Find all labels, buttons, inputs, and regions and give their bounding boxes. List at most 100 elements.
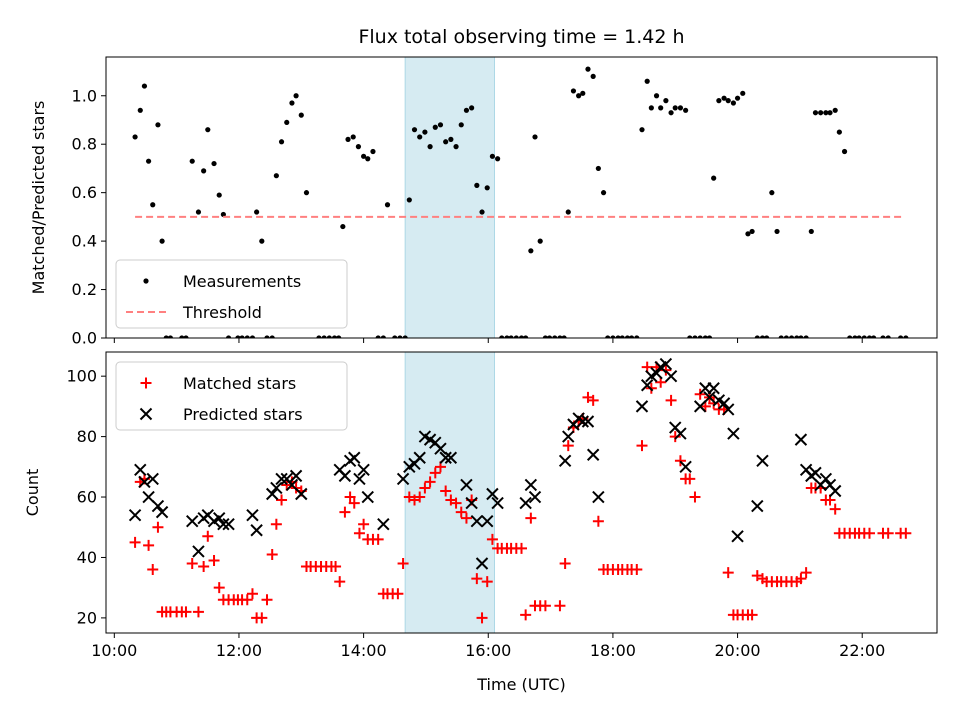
matched-stars-point xyxy=(348,497,360,509)
measurement-point xyxy=(847,335,853,338)
measurement-point xyxy=(856,335,862,338)
predicted-stars-point xyxy=(270,481,283,495)
measurement-point xyxy=(808,228,814,235)
matched-stars-point xyxy=(722,567,734,579)
predicted-stars-point xyxy=(357,463,370,477)
matched-stars-point xyxy=(476,612,488,624)
matched-stars-point xyxy=(863,527,875,539)
measurement-point xyxy=(150,202,156,208)
measurement-point xyxy=(605,335,611,338)
measurement-point xyxy=(528,248,534,254)
legend-box xyxy=(115,259,348,329)
legend-label: Predicted stars xyxy=(183,405,303,424)
matched-stars-point xyxy=(334,576,346,588)
predicted-stars-point xyxy=(396,472,410,486)
predicted-stars-point xyxy=(134,463,147,477)
predicted-stars-point xyxy=(524,478,538,492)
matched-stars-point xyxy=(520,609,532,621)
measurement-point xyxy=(885,335,891,338)
measurement-point xyxy=(677,105,684,111)
measurement-point xyxy=(653,93,660,99)
matched-stars-point xyxy=(397,558,409,570)
matched-stars-point xyxy=(800,567,812,579)
predicted-stars-point xyxy=(217,518,230,531)
measurement-point xyxy=(759,335,766,338)
matched-stars-point xyxy=(669,431,681,443)
measurement-point xyxy=(469,105,475,111)
predicted-stars-point xyxy=(142,490,155,504)
predicted-stars-point xyxy=(703,391,716,404)
predicted-stars-point xyxy=(640,379,654,392)
measurement-point xyxy=(663,98,669,104)
predicted-stars-point xyxy=(338,469,352,483)
y-axis-label: Count xyxy=(23,469,42,517)
x-tick-label: 20:00 xyxy=(715,641,761,660)
matched-stars-point xyxy=(266,548,278,560)
predicted-stars-point xyxy=(128,508,142,522)
predicted-stars-point xyxy=(155,505,169,519)
matched-stars-point xyxy=(129,536,141,548)
predicted-stars-point xyxy=(586,448,600,461)
measurement-point xyxy=(774,228,780,235)
measurement-point xyxy=(803,335,809,338)
measurement-point xyxy=(361,153,367,159)
measurement-point xyxy=(402,335,408,338)
series-matched-stars xyxy=(129,361,912,624)
matched-stars-point xyxy=(481,576,493,588)
legend: Matched stars Predicted stars xyxy=(115,361,348,431)
measurement-point xyxy=(668,110,674,116)
measurement-point xyxy=(711,175,717,181)
matched-stars-point xyxy=(684,473,696,485)
predicted-stars-point xyxy=(650,366,663,380)
measurement-point xyxy=(453,144,459,150)
predicted-stars-point xyxy=(693,400,707,413)
matched-stars-point xyxy=(152,521,164,533)
measurement-point xyxy=(220,211,226,218)
matched-stars-point xyxy=(414,491,426,503)
measurement-point xyxy=(697,335,703,338)
predicted-stars-point xyxy=(192,545,205,558)
predicted-stars-point xyxy=(592,490,605,504)
matched-stars-point xyxy=(419,482,431,494)
measurement-point xyxy=(331,335,338,338)
measurement-point xyxy=(137,107,143,113)
measurement-point xyxy=(537,238,543,244)
predicted-stars-point xyxy=(819,472,833,486)
predicted-stars-point xyxy=(751,499,764,513)
measurement-point xyxy=(326,335,332,338)
x-tick-label: 18:00 xyxy=(590,641,636,660)
measurement-point xyxy=(754,335,760,338)
measurement-point xyxy=(542,335,548,338)
matched-stars-point xyxy=(261,594,273,606)
measurement-point xyxy=(225,335,232,338)
predicted-stars-point xyxy=(213,511,226,525)
legend-label: Matched stars xyxy=(183,374,296,393)
measurement-point xyxy=(205,127,211,133)
measurement-point xyxy=(427,144,433,150)
measurement-point xyxy=(155,122,161,128)
predicted-stars-point xyxy=(722,403,735,416)
plot-area xyxy=(128,352,912,633)
matched-stars-point xyxy=(424,476,436,488)
measurement-point xyxy=(570,88,577,94)
measurement-point xyxy=(672,105,678,111)
predicted-stars-point xyxy=(794,433,808,446)
matched-stars-point xyxy=(708,397,720,409)
measurement-point xyxy=(740,90,746,96)
measurement-point xyxy=(254,209,260,215)
predicted-stars-point xyxy=(707,382,720,395)
predicted-stars-point xyxy=(265,487,279,501)
predicted-stars-point xyxy=(434,442,447,455)
legend-dot-marker xyxy=(143,278,149,284)
measurement-point xyxy=(298,112,304,118)
x-tick-label: 10:00 xyxy=(91,641,137,660)
measurement-point xyxy=(576,93,582,99)
measurement-point xyxy=(585,66,591,72)
measurement-point xyxy=(350,134,356,140)
matched-stars-point xyxy=(198,561,210,573)
predicted-stars-point xyxy=(353,472,366,486)
predicted-stars-point xyxy=(727,427,740,440)
matched-stars-point xyxy=(270,518,282,530)
measurement-point xyxy=(903,335,909,338)
predicted-stars-point xyxy=(439,451,452,464)
